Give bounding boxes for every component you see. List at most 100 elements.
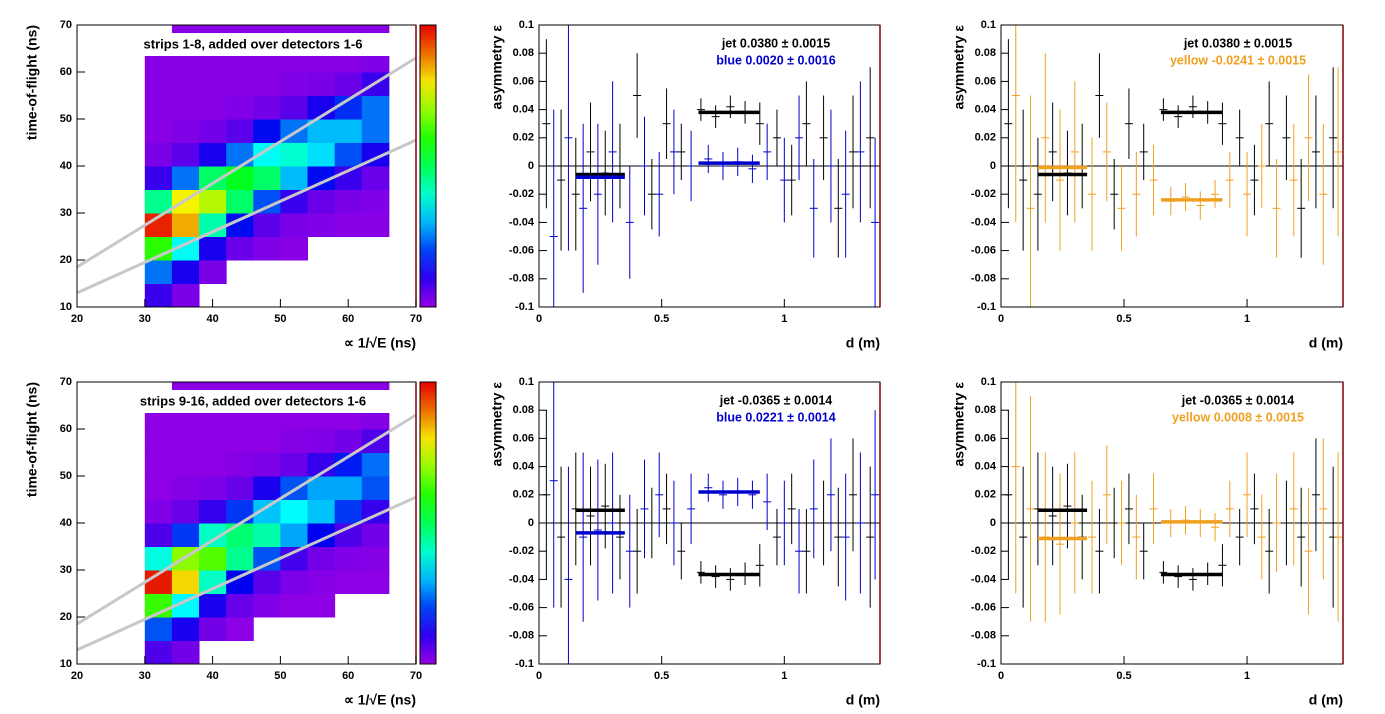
heat-cell xyxy=(280,429,309,453)
x-axis-title: ∝ 1/√E (ns) xyxy=(344,692,416,708)
y-tick-label: 0 xyxy=(528,160,534,172)
y-tick-label: -0.02 xyxy=(509,188,534,200)
y-tick-label: 0.02 xyxy=(975,489,996,501)
y-tick-label: -0.08 xyxy=(971,630,996,642)
heat-cell xyxy=(226,236,254,261)
heat-cell xyxy=(226,452,254,477)
heat-cell xyxy=(199,72,227,96)
x-tick-label: 1 xyxy=(1244,670,1250,682)
y-tick-label: 0.04 xyxy=(975,104,997,116)
heat-cell xyxy=(253,593,281,618)
heat-cell xyxy=(144,119,173,143)
heat-cell xyxy=(144,476,173,500)
heat-cell xyxy=(171,429,200,453)
plot-area xyxy=(539,382,880,664)
heat-cell xyxy=(171,640,200,664)
x-tick-label: 0.5 xyxy=(1116,670,1131,682)
heat-cell xyxy=(280,72,309,96)
heat-cell xyxy=(253,523,281,547)
x-tick-label: 0.5 xyxy=(654,670,669,682)
heat-cell xyxy=(280,546,309,571)
color-bar xyxy=(419,381,437,665)
heat-cell xyxy=(280,593,309,618)
heat-cell xyxy=(144,142,173,167)
y-tick-label: -0.04 xyxy=(509,216,535,228)
heat-cell xyxy=(334,546,363,571)
y-tick-label: 0.04 xyxy=(975,461,997,473)
y-tick-label: 50 xyxy=(60,113,72,125)
heat-cell xyxy=(334,119,363,143)
y-tick-label: 0.08 xyxy=(513,404,534,416)
plot-area xyxy=(77,25,416,307)
y-tick-label: 60 xyxy=(60,66,72,78)
heat-cell xyxy=(253,452,281,477)
fit-annotation: jet -0.0365 ± 0.0014 xyxy=(719,393,833,407)
x-tick-label: 70 xyxy=(410,670,422,682)
title-box xyxy=(110,390,396,413)
y-tick-label: 0.06 xyxy=(975,432,996,444)
y-tick-label: 70 xyxy=(60,19,72,31)
y-tick-label: -0.04 xyxy=(509,573,535,585)
y-tick-label: 0.02 xyxy=(513,489,534,501)
heat-cell xyxy=(253,166,281,190)
fit-annotation: yellow -0.0241 ± 0.0015 xyxy=(1170,53,1306,67)
y-tick-label: -0.02 xyxy=(509,545,534,557)
cut-line xyxy=(77,495,416,652)
y-tick-label: 40 xyxy=(60,160,72,172)
y-tick-label: 0.04 xyxy=(513,104,535,116)
x-tick-label: 0 xyxy=(536,313,542,325)
heat-cell xyxy=(334,499,363,524)
x-tick-label: 70 xyxy=(410,313,422,325)
heat-cell xyxy=(361,213,390,237)
heat-cell xyxy=(253,236,281,261)
x-axis-title: d (m) xyxy=(1309,692,1343,708)
heat-cell xyxy=(253,213,281,237)
y-tick-label: -0.04 xyxy=(971,216,997,228)
y-tick-label: 0.1 xyxy=(981,19,996,31)
heat-cell xyxy=(199,95,227,120)
cut-line xyxy=(77,138,416,295)
heat-cell xyxy=(280,236,309,261)
heat-cell xyxy=(361,189,390,214)
y-tick-label: 0.06 xyxy=(513,432,534,444)
heat-cell xyxy=(171,119,200,143)
heat-cell xyxy=(199,546,227,571)
y-axis-title: asymmetry ε xyxy=(489,382,505,467)
heat-cell xyxy=(280,189,309,214)
y-tick-label: 50 xyxy=(60,470,72,482)
y-tick-label: 30 xyxy=(60,564,72,576)
plot-area xyxy=(1001,25,1343,307)
heat-cell xyxy=(280,523,309,547)
fit-annotation: jet -0.0365 ± 0.0014 xyxy=(1181,393,1295,407)
fit-annotation: jet 0.0380 ± 0.0015 xyxy=(1183,36,1292,50)
heat-cell xyxy=(144,617,173,641)
x-tick-label: 30 xyxy=(139,670,151,682)
heat-cell xyxy=(226,593,254,618)
y-tick-label: 0.02 xyxy=(975,132,996,144)
heat-cell xyxy=(280,570,309,594)
heat-cell xyxy=(334,189,363,214)
x-tick-label: 60 xyxy=(342,313,354,325)
heat-cell xyxy=(307,189,336,214)
heat-cell xyxy=(361,452,390,477)
heat-cell xyxy=(226,429,254,453)
y-tick-label: 0 xyxy=(528,517,534,529)
heat-cell xyxy=(171,523,200,547)
y-tick-label: 0.1 xyxy=(519,376,534,388)
y-tick-label: 0.1 xyxy=(519,19,534,31)
heat-cell xyxy=(171,213,200,237)
heat-cell xyxy=(334,72,363,96)
heat-cell xyxy=(171,499,200,524)
heat-cell xyxy=(144,283,173,307)
fit-annotation: jet 0.0380 ± 0.0015 xyxy=(721,36,830,50)
heat-cell xyxy=(226,499,254,524)
heat-cell xyxy=(307,570,336,594)
heat-cell xyxy=(144,429,173,453)
heat-cell xyxy=(334,476,363,500)
heat-cell xyxy=(253,429,281,453)
y-tick-label: 10 xyxy=(60,658,72,670)
heat-cell xyxy=(253,72,281,96)
x-tick-label: 0 xyxy=(998,670,1004,682)
heat-cell xyxy=(253,119,281,143)
heat-cell xyxy=(226,95,254,120)
